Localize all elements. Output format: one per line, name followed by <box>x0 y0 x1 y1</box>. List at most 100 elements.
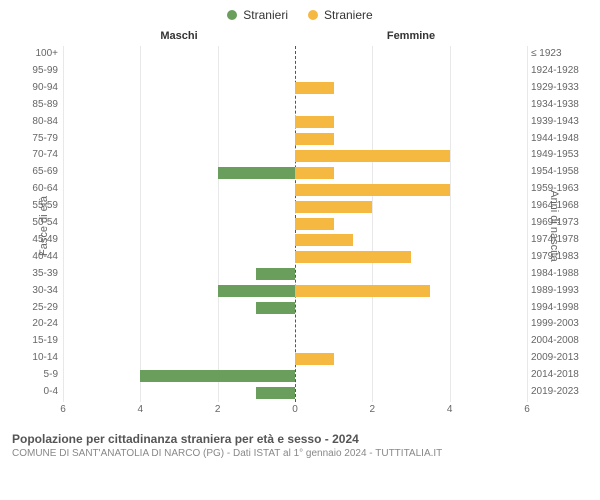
header-female: Femmine <box>295 30 527 42</box>
birth-year-label: 1979-1983 <box>531 249 589 266</box>
chart-row: 50-541969-1973 <box>63 215 527 232</box>
age-label: 40-44 <box>13 249 58 266</box>
chart-row: 5-92014-2018 <box>63 367 527 384</box>
birth-year-label: 1974-1978 <box>531 232 589 249</box>
chart-row: 70-741949-1953 <box>63 147 527 164</box>
chart-area: Fasce di età Anni di nascita Maschi Femm… <box>8 26 592 426</box>
column-headers: Maschi Femmine <box>63 30 527 42</box>
bar-female <box>295 133 334 145</box>
bar-male <box>256 268 295 280</box>
bar-male <box>218 285 295 297</box>
bar-female <box>295 285 430 297</box>
legend-dot-female <box>308 10 318 20</box>
chart-row: 0-42019-2023 <box>63 384 527 401</box>
bar-female <box>295 201 372 213</box>
chart-row: 90-941929-1933 <box>63 80 527 97</box>
birth-year-label: 1924-1928 <box>531 63 589 80</box>
bar-female <box>295 150 450 162</box>
age-label: 60-64 <box>13 181 58 198</box>
bar-female <box>295 116 334 128</box>
birth-year-label: 1959-1963 <box>531 181 589 198</box>
chart-row: 55-591964-1968 <box>63 198 527 215</box>
bar-female <box>295 251 411 263</box>
age-label: 95-99 <box>13 63 58 80</box>
x-tick: 6 <box>60 404 66 415</box>
chart-row: 60-641959-1963 <box>63 181 527 198</box>
birth-year-label: 1949-1953 <box>531 147 589 164</box>
chart-row: 30-341989-1993 <box>63 283 527 300</box>
age-label: 80-84 <box>13 114 58 131</box>
legend: Stranieri Straniere <box>0 0 600 26</box>
age-label: 30-34 <box>13 283 58 300</box>
birth-year-label: 1969-1973 <box>531 215 589 232</box>
age-label: 0-4 <box>13 384 58 401</box>
age-label: 100+ <box>13 46 58 63</box>
chart-row: 10-142009-2013 <box>63 350 527 367</box>
bar-male <box>140 370 295 382</box>
chart-row: 35-391984-1988 <box>63 266 527 283</box>
chart-row: 20-241999-2003 <box>63 316 527 333</box>
legend-item-male: Stranieri <box>227 8 288 22</box>
chart-row: 15-192004-2008 <box>63 333 527 350</box>
x-axis: 6 4 2 0 2 4 6 <box>63 404 527 424</box>
age-label: 25-29 <box>13 300 58 317</box>
bar-male <box>256 387 295 399</box>
age-label: 35-39 <box>13 266 58 283</box>
bar-female <box>295 167 334 179</box>
legend-item-female: Straniere <box>308 8 373 22</box>
birth-year-label: 1954-1958 <box>531 164 589 181</box>
chart-row: 75-791944-1948 <box>63 131 527 148</box>
chart-row: 45-491974-1978 <box>63 232 527 249</box>
x-tick: 2 <box>370 404 376 415</box>
footer-title: Popolazione per cittadinanza straniera p… <box>12 432 588 446</box>
chart-row: 25-291994-1998 <box>63 300 527 317</box>
birth-year-label: 1944-1948 <box>531 131 589 148</box>
x-tick: 6 <box>524 404 530 415</box>
bar-female <box>295 218 334 230</box>
plot-area: 100+≤ 192395-991924-192890-941929-193385… <box>63 46 527 402</box>
bar-female <box>295 353 334 365</box>
age-label: 5-9 <box>13 367 58 384</box>
age-label: 70-74 <box>13 147 58 164</box>
chart-row: 80-841939-1943 <box>63 114 527 131</box>
birth-year-label: ≤ 1923 <box>531 46 589 63</box>
age-label: 15-19 <box>13 333 58 350</box>
bar-female <box>295 234 353 246</box>
legend-label-male: Stranieri <box>243 8 288 22</box>
age-label: 55-59 <box>13 198 58 215</box>
header-male: Maschi <box>63 30 295 42</box>
birth-year-label: 1999-2003 <box>531 316 589 333</box>
footer-subtitle: COMUNE DI SANT'ANATOLIA DI NARCO (PG) - … <box>12 448 588 459</box>
age-label: 90-94 <box>13 80 58 97</box>
bar-female <box>295 184 450 196</box>
chart-row: 85-891934-1938 <box>63 97 527 114</box>
birth-year-label: 1984-1988 <box>531 266 589 283</box>
birth-year-label: 2014-2018 <box>531 367 589 384</box>
age-label: 50-54 <box>13 215 58 232</box>
chart-row: 65-691954-1958 <box>63 164 527 181</box>
chart-row: 95-991924-1928 <box>63 63 527 80</box>
x-tick: 2 <box>215 404 221 415</box>
legend-label-female: Straniere <box>324 8 373 22</box>
age-label: 45-49 <box>13 232 58 249</box>
bar-female <box>295 82 334 94</box>
x-tick: 0 <box>292 404 298 415</box>
birth-year-label: 2004-2008 <box>531 333 589 350</box>
x-tick: 4 <box>138 404 144 415</box>
birth-year-label: 1964-1968 <box>531 198 589 215</box>
chart-row: 100+≤ 1923 <box>63 46 527 63</box>
birth-year-label: 1989-1993 <box>531 283 589 300</box>
birth-year-label: 1934-1938 <box>531 97 589 114</box>
bar-male <box>256 302 295 314</box>
x-tick: 4 <box>447 404 453 415</box>
age-label: 10-14 <box>13 350 58 367</box>
birth-year-label: 2019-2023 <box>531 384 589 401</box>
legend-dot-male <box>227 10 237 20</box>
age-label: 85-89 <box>13 97 58 114</box>
chart-row: 40-441979-1983 <box>63 249 527 266</box>
grid-line <box>527 46 528 402</box>
birth-year-label: 2009-2013 <box>531 350 589 367</box>
age-label: 20-24 <box>13 316 58 333</box>
footer: Popolazione per cittadinanza straniera p… <box>0 426 600 459</box>
age-label: 65-69 <box>13 164 58 181</box>
